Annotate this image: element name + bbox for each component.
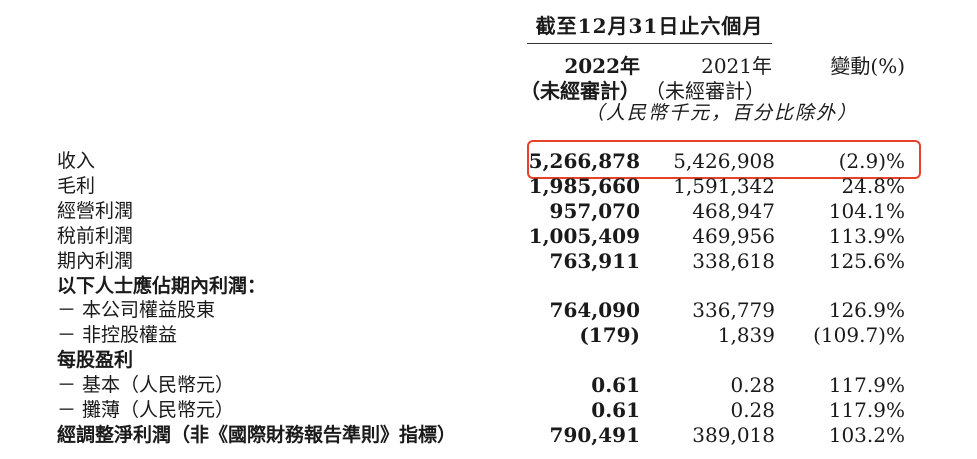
- row-label: 收入: [57, 150, 96, 172]
- table-row: 稅前利潤 1,005,409 469,956 113.9%: [0, 224, 977, 248]
- row-label: 每股盈利: [57, 349, 134, 372]
- value-2022: 957,070: [549, 198, 640, 223]
- row-label: － 攤薄（人民幣元）: [57, 399, 235, 421]
- value-2022: 0.61: [591, 398, 640, 422]
- value-2021: 5,426,908: [673, 149, 775, 173]
- change-percent: (2.9)%: [838, 149, 905, 173]
- value-2021: 0.28: [730, 373, 775, 398]
- unit-note: （人民幣千元，百分比除外）: [585, 102, 859, 124]
- col-header-change: 變動(%): [830, 54, 905, 78]
- change-percent: 117.9%: [828, 373, 905, 398]
- value-2021: 389,018: [692, 422, 775, 447]
- table-row: － 非控股權益 (179) 1,839 (109.7)%: [0, 323, 977, 347]
- row-label: 稅前利潤: [57, 224, 134, 247]
- row-label: 毛利: [57, 174, 96, 197]
- table-row: 期內利潤 763,911 338,618 125.6%: [0, 249, 977, 273]
- row-label: － 本公司權益股東: [57, 299, 216, 322]
- table-row: 以下人士應佔期內利潤：: [0, 274, 977, 298]
- audit-note-2022: （未經審計）: [520, 79, 640, 103]
- value-2022: 1,005,409: [528, 223, 640, 248]
- row-label: － 非控股權益: [57, 324, 178, 347]
- value-2022: 764,090: [549, 298, 640, 323]
- value-2021: 1,591,342: [673, 173, 775, 198]
- change-percent: 113.9%: [828, 223, 905, 248]
- highlight-box: [527, 140, 921, 179]
- row-label: － 基本（人民幣元）: [57, 374, 235, 397]
- table-row: 每股盈利: [0, 348, 977, 372]
- table-row: 毛利 1,985,660 1,591,342 24.8%: [0, 174, 977, 198]
- table-row: － 攤薄（人民幣元） 0.61 0.28 117.9%: [0, 398, 977, 422]
- change-percent: 24.8%: [841, 173, 905, 198]
- audit-note-2021: （未經審計）: [645, 79, 765, 103]
- change-percent: (109.7)%: [813, 323, 905, 348]
- table-row: 收入 5,266,878 5,426,908 (2.9)%: [0, 149, 977, 173]
- value-2021: 468,947: [692, 198, 775, 223]
- change-percent: 117.9%: [828, 398, 905, 422]
- table-row: 經調整淨利潤（非《國際財務報告準則》指標） 790,491 389,018 10…: [0, 423, 977, 447]
- change-percent: 125.6%: [828, 248, 905, 273]
- change-percent: 103.2%: [828, 422, 905, 447]
- col-header-2021: 2021年: [701, 54, 772, 78]
- value-2021: 0.28: [730, 398, 775, 422]
- value-2022: 763,911: [549, 248, 640, 273]
- table-row: 經營利潤 957,070 468,947 104.1%: [0, 199, 977, 223]
- table-row: － 本公司權益股東 764,090 336,779 126.9%: [0, 298, 977, 322]
- value-2022: (179): [579, 323, 640, 348]
- value-2021: 338,618: [692, 248, 775, 273]
- value-2022: 0.61: [591, 373, 640, 398]
- col-header-2022: 2022年: [564, 54, 640, 78]
- change-percent: 104.1%: [828, 198, 905, 223]
- value-2021: 336,779: [692, 298, 775, 323]
- value-2022: 790,491: [549, 422, 640, 447]
- change-percent: 126.9%: [828, 298, 905, 323]
- value-2022: 1,985,660: [528, 173, 640, 198]
- row-label: 經營利潤: [57, 199, 134, 222]
- row-label: 期內利潤: [57, 249, 134, 272]
- row-label: 經調整淨利潤（非《國際財務報告準則》指標）: [57, 423, 457, 446]
- table-row: － 基本（人民幣元） 0.61 0.28 117.9%: [0, 373, 977, 397]
- value-2021: 469,956: [692, 223, 775, 248]
- row-label: 以下人士應佔期內利潤：: [57, 274, 267, 297]
- period-header: 截至12月31日止六個月: [527, 10, 772, 44]
- value-2021: 1,839: [717, 323, 775, 348]
- value-2022: 5,266,878: [528, 149, 640, 173]
